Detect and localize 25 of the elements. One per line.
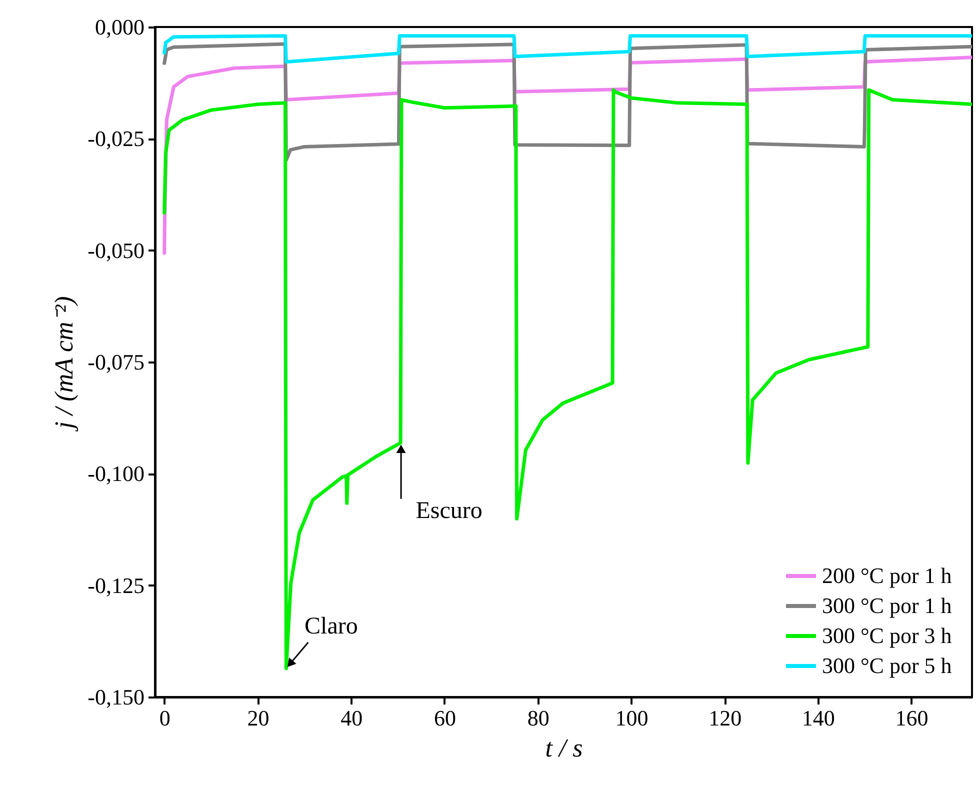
y-axis-title: j / (mA cm⁻²): [50, 296, 79, 432]
x-tick-label: 60: [434, 706, 456, 730]
y-tick-label: -0,150: [88, 684, 144, 710]
y-tick-label: -0,125: [88, 572, 144, 598]
y-tick-label: -0,075: [88, 350, 144, 374]
x-tick-label: 0: [159, 706, 170, 730]
legend-label: 300 °C por 5 h: [822, 653, 952, 678]
x-tick-label: 40: [340, 706, 363, 730]
x-axis-title: t / s: [545, 734, 583, 762]
legend-label: 300 °C por 3 h: [822, 623, 952, 648]
y-tick-label: -0,050: [88, 238, 144, 263]
annotation: Claro: [304, 613, 358, 640]
x-tick-label: 140: [802, 706, 835, 730]
x-tick-label: 100: [615, 706, 648, 730]
x-tick-label: 160: [895, 706, 928, 730]
x-tick-label: 120: [708, 706, 742, 730]
legend-label: 200 °C por 1 h: [822, 563, 952, 588]
y-tick-label: -0,025: [88, 126, 144, 152]
y-tick-label: -0,100: [88, 461, 144, 486]
x-tick-label: 80: [527, 706, 550, 730]
legend-label: 300 °C por 1 h: [822, 593, 952, 618]
x-tick-label: 20: [247, 706, 270, 730]
line-series: [162, 34, 972, 64]
annotation: Escuro: [416, 498, 482, 524]
y-tick-label: 0,000: [95, 14, 144, 40]
